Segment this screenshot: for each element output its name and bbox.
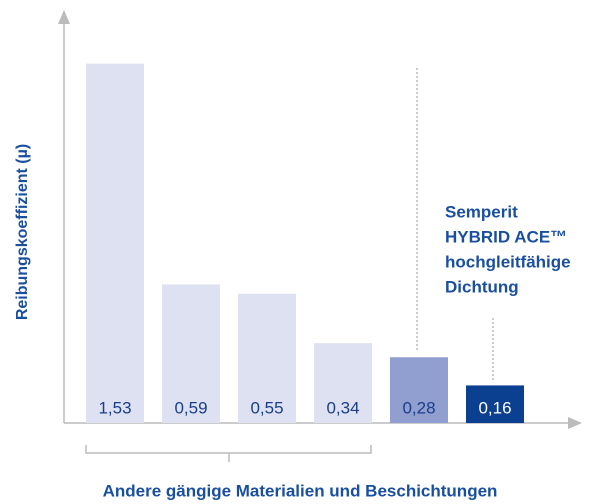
- value-label: 1,53: [98, 398, 131, 417]
- y-axis-label: Reibungskoeffizient (µ): [14, 144, 31, 320]
- value-label: 0,16: [478, 398, 511, 417]
- value-label: 0,55: [250, 398, 283, 417]
- value-label: 0,34: [326, 398, 359, 417]
- bar: [390, 357, 448, 423]
- annotation: HYBRID ACE™: [445, 227, 567, 246]
- annotation: Dichtung: [445, 277, 519, 296]
- bar: [466, 385, 524, 423]
- value-label: 0,59: [174, 398, 207, 417]
- bar: [162, 284, 220, 423]
- y-axis-arrow: [58, 10, 70, 24]
- bracket: [85, 445, 372, 462]
- x-axis-label: Andere gängige Materialien und Beschicht…: [103, 481, 498, 500]
- annotation: hochgleitfähige: [445, 252, 571, 271]
- x-axis-arrow: [568, 417, 582, 429]
- annotation: Semperit: [445, 202, 518, 221]
- bar: [238, 293, 296, 423]
- value-label: 0,28: [402, 398, 435, 417]
- bar: [86, 63, 144, 423]
- bar: [314, 343, 372, 423]
